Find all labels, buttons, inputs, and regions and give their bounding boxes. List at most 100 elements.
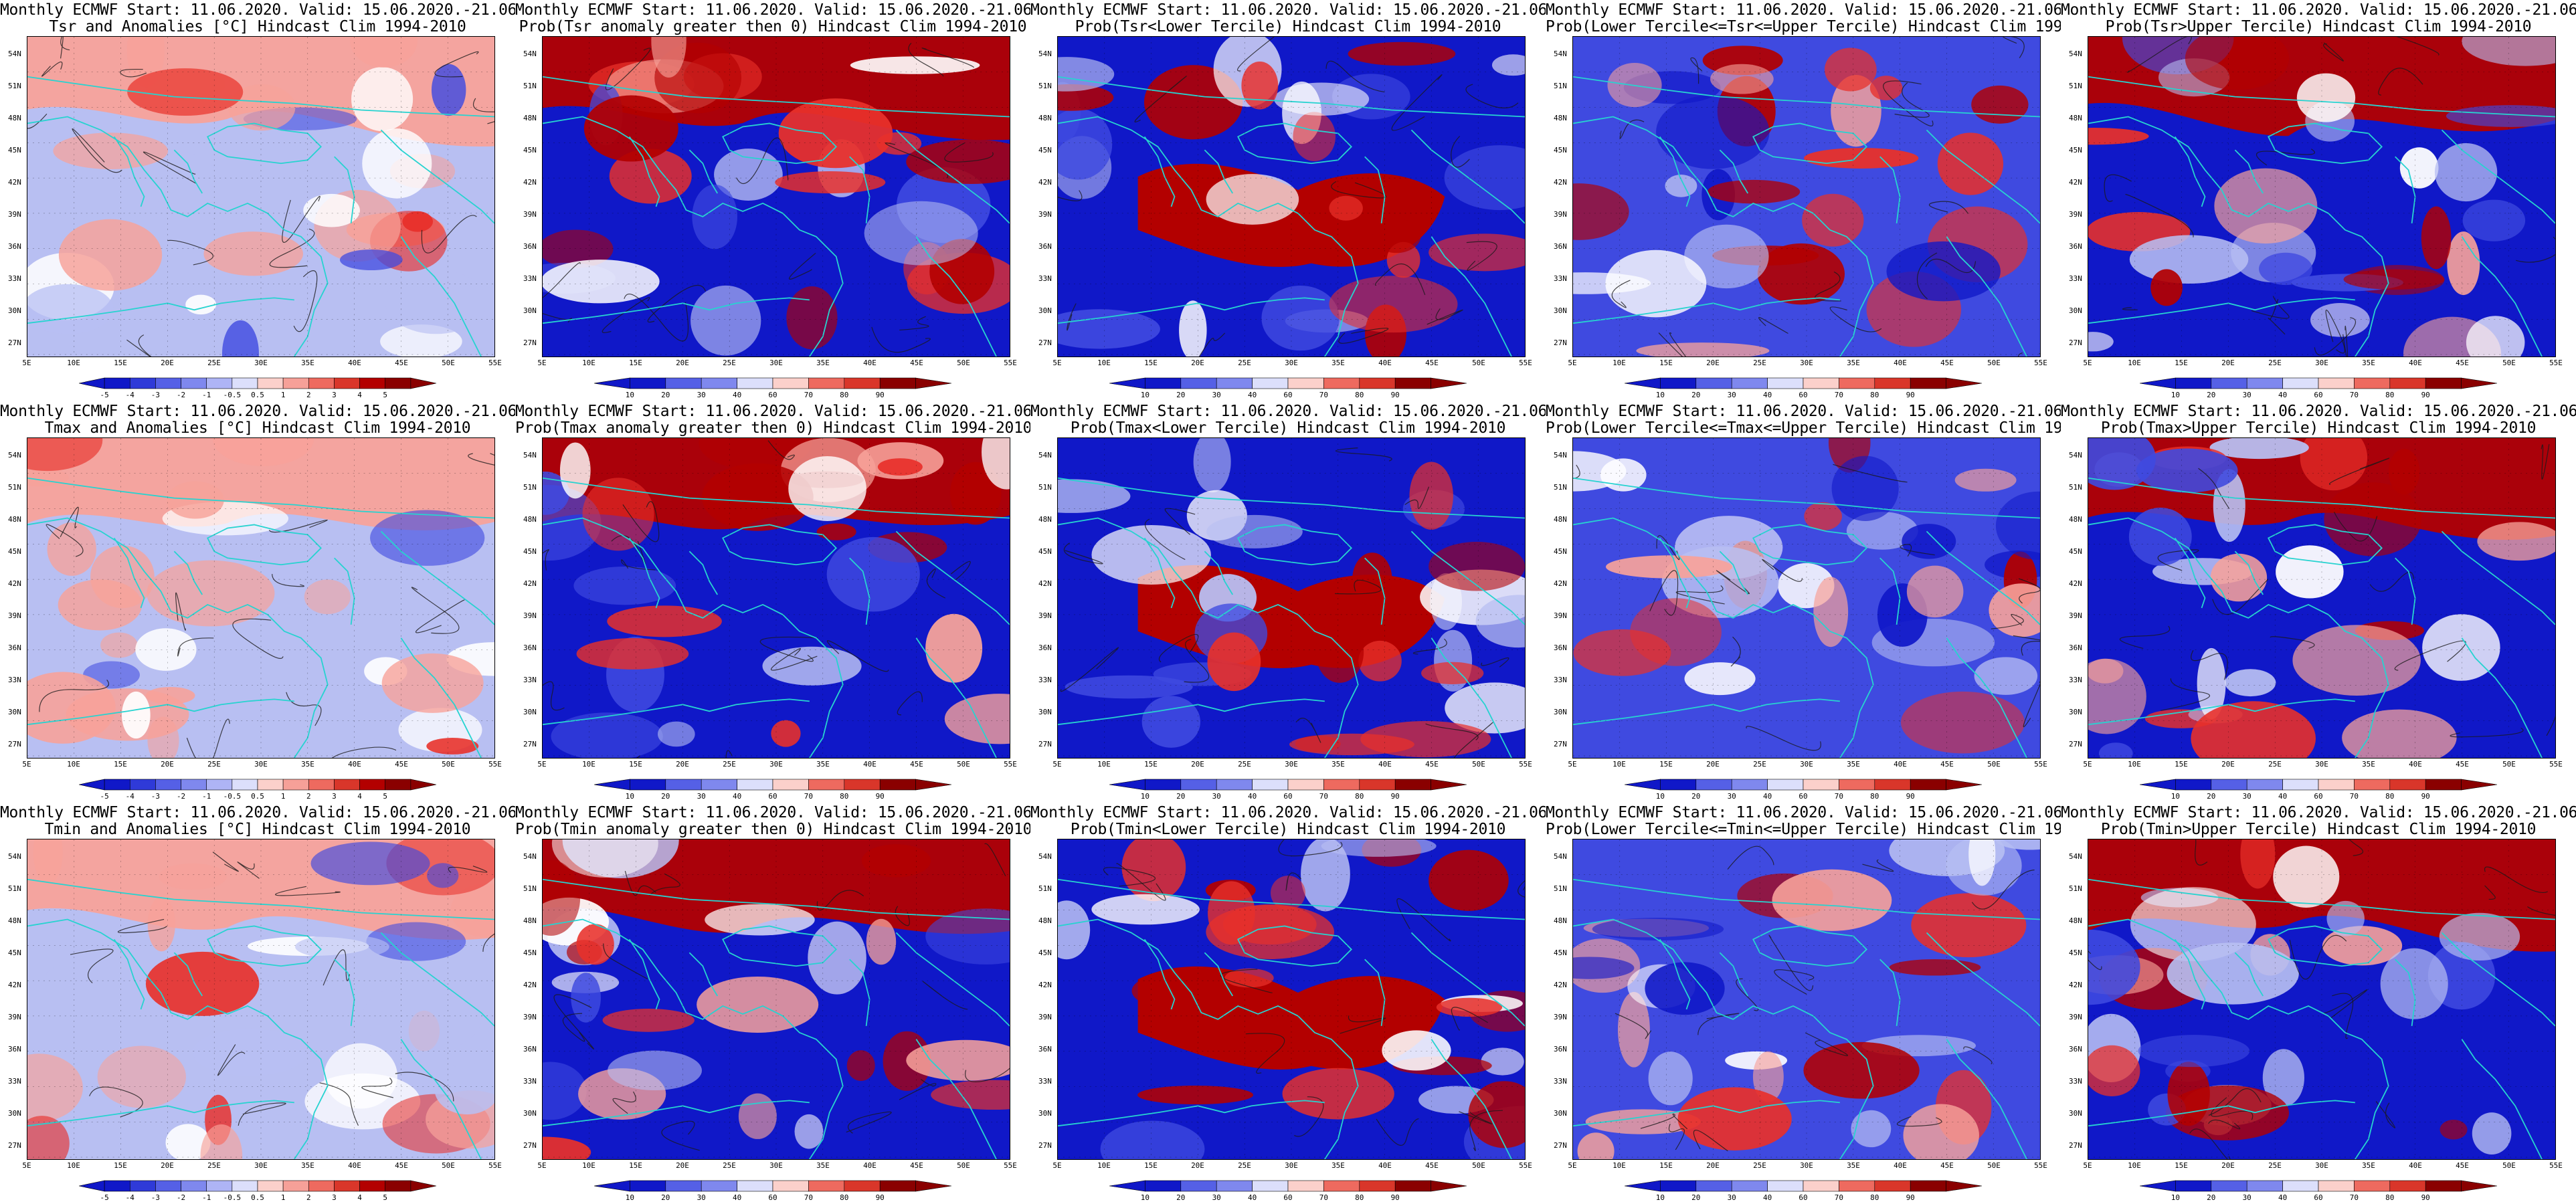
colorbar-segment — [772, 1180, 809, 1192]
longitude-label: 30E — [254, 760, 268, 769]
coastline — [2088, 698, 2355, 726]
contour-line — [421, 215, 477, 254]
colorbar-segment — [2282, 1180, 2319, 1192]
coastline — [915, 1039, 997, 1159]
coastline — [1364, 557, 1386, 625]
field-blob — [906, 1039, 1010, 1081]
contour-line — [1058, 190, 1083, 201]
longitude-label: 55E — [2034, 359, 2047, 367]
latitude-label: 33N — [1038, 274, 1052, 283]
colorbar-label: 20 — [661, 391, 670, 399]
coastline — [1926, 129, 2040, 224]
contour-line — [1619, 119, 1645, 139]
coastline — [895, 129, 1010, 224]
colorbar-arrow-high — [915, 1180, 951, 1192]
colorbar-label: -0.5 — [223, 1193, 242, 1202]
longitude-label: 50E — [2502, 760, 2516, 769]
colorbar-label: 90 — [875, 391, 885, 399]
colorbar-segment — [1874, 377, 1911, 389]
longitude-label: 45E — [1425, 1161, 1439, 1170]
longitude-label: 40E — [2409, 359, 2422, 367]
field-blob — [58, 219, 163, 291]
coastline — [1946, 236, 2027, 357]
longitude-label: 35E — [2362, 359, 2375, 367]
colorbar-segment — [2282, 779, 2319, 791]
colorbar-label: 20 — [661, 1193, 670, 1202]
latitude-label: 48N — [2069, 916, 2082, 925]
colorbar-label: 80 — [1870, 792, 1879, 801]
field-blob — [1274, 82, 1370, 116]
colorbar-label: 90 — [875, 1193, 885, 1202]
colorbar-segment — [1180, 779, 1217, 791]
panel-title-line1: Monthly ECMWF Start: 11.06.2020. Valid: … — [2061, 804, 2576, 821]
field-blob — [1971, 85, 2029, 124]
latitude-label: 45N — [523, 547, 537, 556]
coastline — [2234, 149, 2264, 194]
latitude-label: 33N — [1038, 676, 1052, 684]
field-blob — [2129, 235, 2249, 284]
colorbar-label: -2 — [176, 1193, 186, 1202]
coastline — [113, 938, 145, 1010]
contour-line — [2160, 678, 2210, 711]
colorbar-segment — [1180, 377, 1217, 389]
panel-title-line2: Tmin and Anomalies [°C] Hindcast Clim 19… — [44, 821, 471, 838]
latitude-label: 48N — [8, 916, 21, 925]
coastline — [27, 477, 494, 519]
longitude-label: 40E — [348, 1161, 361, 1170]
longitude-label: 55E — [2034, 760, 2047, 769]
colorbar-label: 5 — [383, 1193, 388, 1202]
map-frame — [27, 437, 495, 759]
latitude-label: 36N — [1038, 242, 1052, 251]
colorbar-segment — [1839, 779, 1875, 791]
coastline — [334, 156, 355, 223]
coastline — [173, 550, 203, 595]
contour-line — [331, 746, 397, 758]
longitude-label: 40E — [2409, 760, 2422, 769]
panel-title-line1: Monthly ECMWF Start: 11.06.2020. Valid: … — [1546, 403, 2061, 420]
field-blob — [602, 1009, 695, 1032]
contour-line — [1690, 57, 1703, 84]
coastline — [628, 938, 660, 1010]
field-blob — [434, 1062, 494, 1115]
colorbar-label: -5 — [100, 792, 109, 801]
colorbar-label: 90 — [1906, 792, 1915, 801]
field-blob — [691, 285, 761, 356]
longitude-label: 35E — [2362, 1161, 2375, 1170]
contour-line — [2314, 317, 2357, 356]
colorbar-label: 80 — [840, 1193, 849, 1202]
map-frame — [542, 36, 1010, 357]
latitude-label: 39N — [2069, 611, 2082, 620]
colorbar-label: 10 — [2171, 1193, 2181, 1202]
coastline — [1431, 637, 1512, 758]
coastline — [1573, 477, 2040, 519]
panel-title-line2: Prob(Lower Tercile<=Tmin<=Upper Tercile)… — [1546, 821, 2061, 838]
colorbar-label: 60 — [1799, 792, 1808, 801]
latitude-label: 42N — [523, 579, 537, 588]
latitude-label: 30N — [1038, 306, 1052, 315]
latitude-label: 33N — [1554, 1077, 1567, 1086]
coastline — [543, 918, 844, 1159]
field-blob — [982, 438, 1010, 490]
colorbar-segment — [1180, 1180, 1217, 1192]
colorbar-label: 4 — [357, 792, 362, 801]
coastline — [1058, 297, 1325, 324]
coastline — [895, 530, 1010, 625]
latitude-label: 54N — [2069, 451, 2082, 460]
latitude-label: 39N — [1038, 210, 1052, 219]
contour-line — [2198, 468, 2230, 509]
coastline — [2395, 557, 2416, 625]
field-blob — [121, 691, 151, 739]
field-blob — [426, 738, 479, 755]
colorbar-label: 30 — [697, 391, 706, 399]
contour-line — [411, 587, 460, 634]
field-blob — [1989, 583, 2040, 637]
colorbar-label: 60 — [768, 391, 777, 399]
coastline — [1058, 918, 1359, 1159]
contour-line — [1916, 252, 1938, 300]
colorbar-label: 20 — [1176, 1193, 1186, 1202]
latitude-label: 48N — [2069, 515, 2082, 524]
coastline — [27, 517, 329, 758]
map-panel: Monthly ECMWF Start: 11.06.2020. Valid: … — [2061, 401, 2576, 803]
coastline — [1237, 524, 1353, 566]
map-panel: Monthly ECMWF Start: 11.06.2020. Valid: … — [0, 0, 515, 401]
